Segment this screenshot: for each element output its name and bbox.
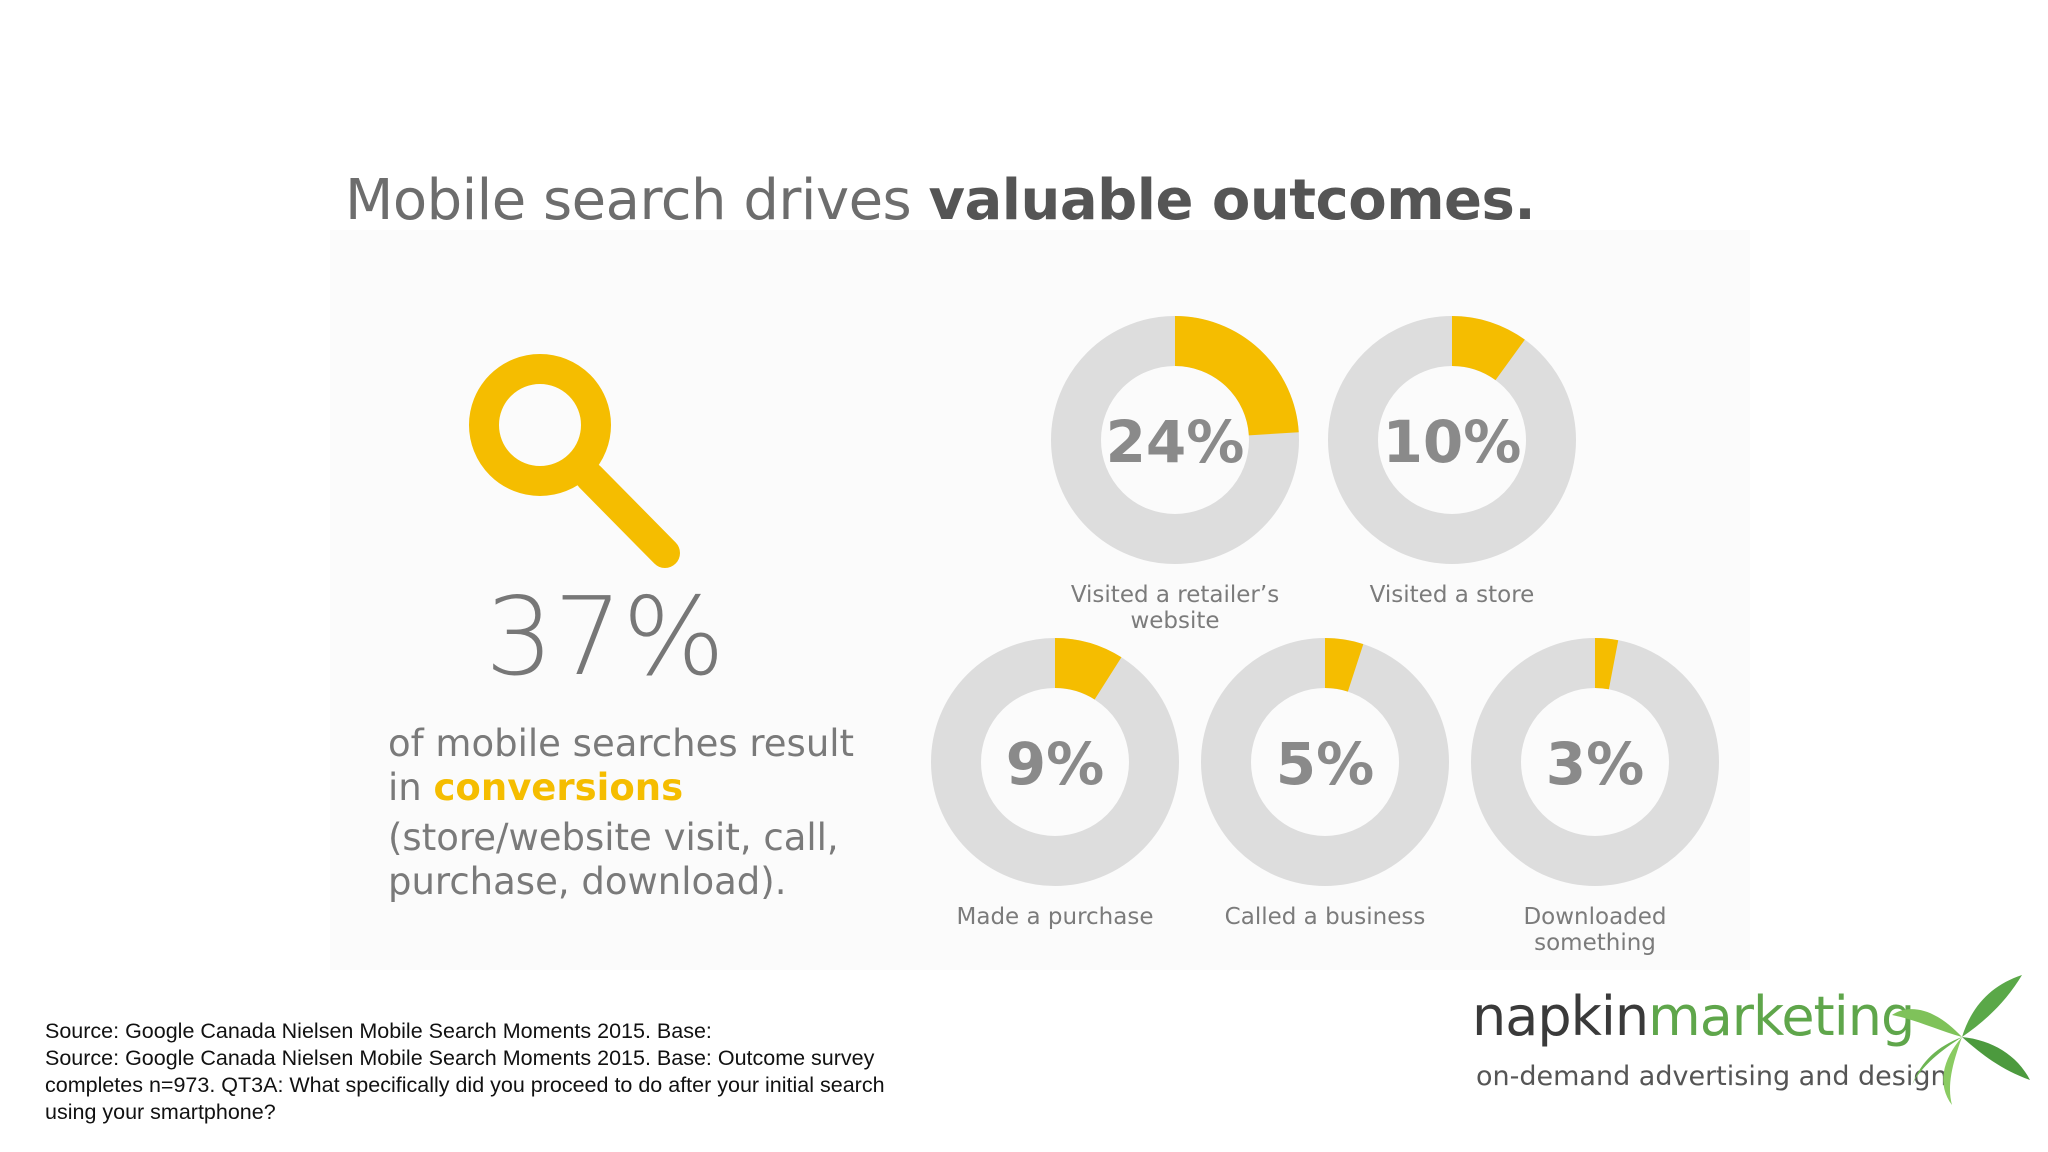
donut-value: 3% — [1546, 730, 1644, 798]
donut-segment — [1054, 638, 1122, 701]
donut-segment — [1174, 316, 1299, 437]
donut-value: 24% — [1106, 408, 1245, 476]
logo-tagline: on-demand advertising and design — [1476, 1061, 1948, 1092]
headline-description: of mobile searches result in conversions… — [388, 722, 908, 904]
description-line-2-prefix: in — [388, 766, 434, 809]
donut-segment — [1594, 638, 1619, 690]
magnifier-icon — [469, 354, 680, 568]
donut-chart-5: 3% — [1471, 638, 1719, 886]
donut-label: Called a business — [1224, 904, 1426, 930]
donut-3: 9% Made a purchase — [925, 632, 1185, 930]
source-note: Source: Google Canada Nielsen Mobile Sea… — [45, 1018, 925, 1126]
donut-chart-4: 5% — [1201, 638, 1449, 886]
donut-chart-2: 10% — [1328, 316, 1576, 564]
donut-chart-3: 9% — [931, 638, 1179, 886]
description-line-1: of mobile searches result — [388, 722, 855, 765]
source-line-1: Source: Google Canada Nielsen Mobile Sea… — [45, 1019, 712, 1043]
donut-value: 5% — [1276, 730, 1374, 798]
donut-label: Made a purchase — [956, 904, 1154, 930]
source-line-2: Source: Google Canada Nielsen Mobile Sea… — [45, 1046, 885, 1124]
napkin-marketing-logo: napkinmarketing on-demand advertising an… — [1472, 975, 2032, 1115]
donut-label: Visited a retailer’s website — [1070, 582, 1280, 634]
page-title: Mobile search drives valuable outcomes. — [345, 168, 1536, 233]
donut-value: 10% — [1383, 408, 1522, 476]
leaf-logo-icon — [1892, 975, 2030, 1105]
donut-segment — [1324, 638, 1364, 692]
donut-label: Downloaded something — [1523, 904, 1667, 956]
donut-segment — [1451, 316, 1525, 381]
donut-5: 3% Downloaded something — [1465, 632, 1725, 956]
donut-label: Visited a store — [1369, 582, 1535, 608]
description-detail: (store/website visit, call, purchase, do… — [388, 816, 839, 903]
logo-wordmark: napkinmarketing — [1472, 985, 1915, 1048]
donut-1: 24% Visited a retailer’s website — [1045, 310, 1305, 634]
donut-value: 9% — [1006, 730, 1104, 798]
donut-2: 10% Visited a store — [1322, 310, 1582, 608]
headline-percentage: 37% — [485, 575, 726, 700]
donut-chart-1: 24% — [1051, 316, 1299, 564]
donut-4: 5% Called a business — [1195, 632, 1455, 930]
conversions-highlight: conversions — [433, 766, 684, 809]
